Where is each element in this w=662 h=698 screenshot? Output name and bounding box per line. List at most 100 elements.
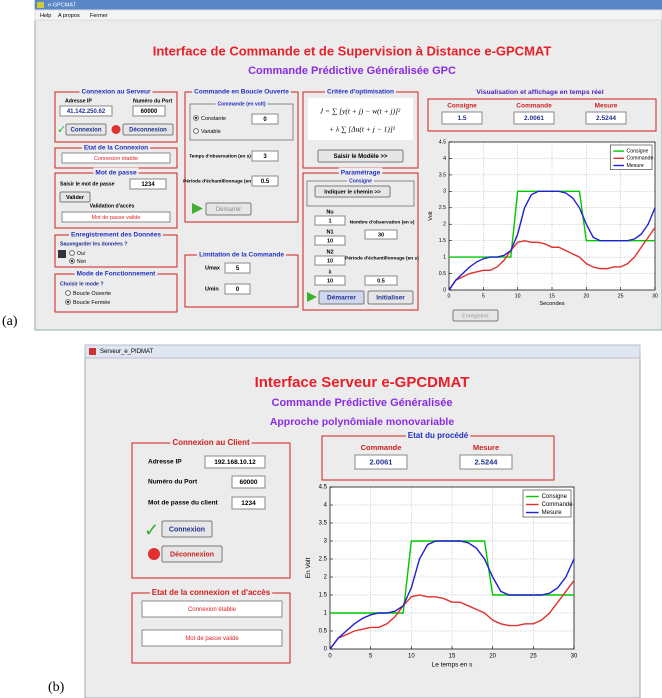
x-axis-label: Le temps en s: [432, 661, 474, 668]
legend-label: Consigne: [627, 148, 649, 154]
field-value: 1234: [241, 500, 256, 507]
field-value: 2.5244: [475, 457, 499, 466]
x-tick-label: 20: [583, 294, 589, 300]
panel-title: Etat du procédé: [408, 431, 469, 440]
radio-label[interactable]: Non: [77, 259, 86, 265]
field-value: 41.142.250.62: [67, 109, 106, 115]
radio-label[interactable]: Oui: [77, 251, 85, 257]
page-title: Interface de Commande et de Supervision …: [153, 43, 552, 58]
x-tick-label: 25: [618, 294, 624, 300]
y-tick-label: 0: [443, 287, 446, 293]
y-tick-label: 1.5: [319, 593, 328, 599]
y-tick-label: 4.5: [439, 139, 446, 145]
field-value: 1234: [141, 182, 155, 188]
menu-item[interactable]: Fermer: [90, 13, 108, 19]
button-label[interactable]: Déconnexion: [170, 551, 214, 558]
legend-label: Commande: [542, 502, 574, 508]
button-label[interactable]: Connexion: [71, 128, 102, 134]
radio-label[interactable]: Boucle Ouverte: [73, 291, 111, 297]
button-label[interactable]: Enregistrer: [462, 313, 489, 319]
field-value: 10: [327, 278, 333, 284]
radio-label[interactable]: Variable: [201, 129, 221, 135]
panel-title: Commande en Boucle Ouverte: [194, 89, 289, 96]
app-icon: [89, 348, 96, 355]
field-value: 0.5: [377, 278, 385, 284]
legend-label: Mesure: [542, 510, 563, 516]
y-tick-label: 2: [443, 222, 446, 228]
panel-title: Consigne: [349, 178, 372, 184]
label: Mesure: [595, 103, 618, 110]
button-label[interactable]: Saisir le Modèle >>: [333, 154, 388, 160]
field-value: 2.5244: [596, 115, 616, 122]
label: Temps d'observation (en s): [189, 153, 251, 159]
x-tick-label: 15: [549, 294, 555, 300]
label: λ: [328, 269, 331, 275]
label: Adresse IP: [148, 459, 182, 466]
panel-title: Mode de Fonctionnement: [77, 271, 157, 278]
radio-label[interactable]: Boucle Fermée: [73, 300, 110, 306]
y-axis-label: Volt: [428, 211, 434, 221]
cancel-icon: [148, 548, 160, 560]
y-axis-label: En Volt: [305, 558, 312, 579]
button-label[interactable]: Indiquer le chemin >>: [324, 189, 381, 195]
panel-title: Paramétrage: [341, 170, 381, 177]
label: N2: [326, 249, 333, 255]
figure-label: (b): [48, 680, 65, 695]
page-title: Interface Serveur e-GPCDMAT: [255, 374, 470, 391]
x-tick-label: 30: [652, 294, 658, 300]
legend-label: Commande: [627, 156, 654, 162]
formula: + λ ∑ [Δu(t + j − 1)]²: [329, 125, 396, 134]
y-tick-label: 4: [443, 156, 446, 162]
label: Nu: [326, 209, 333, 215]
radio-button[interactable]: [66, 291, 71, 296]
check-icon: ✓: [57, 124, 66, 136]
panel-title: Limitation de la Commande: [199, 252, 284, 259]
panel-title: Connexion au Client: [172, 438, 250, 447]
radio-button[interactable]: [70, 251, 75, 256]
label: N1: [326, 229, 333, 235]
radio-dot: [195, 117, 197, 119]
panel-title: Etat de la connexion et d'accès: [152, 588, 271, 597]
y-tick-label: 3.5: [319, 521, 328, 527]
button-label[interactable]: Démarrer: [327, 295, 356, 302]
button-label[interactable]: Valider: [66, 195, 85, 201]
button-label[interactable]: Déconnexion: [129, 128, 167, 134]
field-value: 10: [327, 238, 333, 244]
menu-item[interactable]: A propos: [58, 13, 80, 19]
button-label[interactable]: Connexion: [169, 526, 205, 533]
window-title: Serveur_e_PIDMAT: [100, 349, 154, 355]
field-value: 10: [327, 258, 333, 264]
formula: J = ∑ [y(t + j) − w(t + j)]²: [320, 107, 401, 116]
page-subtitle: Commande Prédictive Généralisée GPC: [248, 65, 456, 77]
field-value: Mot de passe valide: [185, 636, 239, 642]
field-value: 1: [328, 218, 331, 224]
label: Sauvegarder les données ?: [60, 241, 127, 247]
screenshot: e-GPCMATHelpA proposFermerInterface de C…: [0, 0, 662, 698]
label: Numéro du Port: [148, 479, 198, 486]
y-tick-label: 2.5: [319, 557, 328, 563]
page-subtitle: Approche polynômiale monovariable: [270, 416, 455, 428]
y-tick-label: 2.5: [439, 205, 446, 211]
figure-label: (a): [2, 314, 18, 329]
label: Saisir le mot de passe: [60, 181, 115, 187]
x-tick-label: 30: [571, 654, 578, 660]
label: Visualisation et affichage en temps réel: [476, 89, 603, 96]
x-tick-label: 10: [515, 294, 521, 300]
radio-dot: [67, 301, 69, 303]
save-icon: [58, 250, 66, 258]
y-tick-label: 0.5: [319, 629, 328, 635]
button-label[interactable]: Initialiser: [376, 295, 405, 302]
button-label[interactable]: Démarrer: [216, 207, 241, 213]
menu-item[interactable]: Help: [40, 13, 51, 19]
field-value: 60000: [141, 109, 158, 115]
label: Mesure: [473, 443, 499, 452]
field-value: 60000: [239, 479, 257, 486]
radio-label[interactable]: Constante: [201, 116, 226, 122]
x-tick-label: 0: [448, 294, 451, 300]
field-value: 0.5: [261, 179, 270, 185]
label: Umin: [205, 286, 219, 292]
label: Mot de passe du client: [148, 500, 219, 507]
radio-button[interactable]: [194, 129, 199, 134]
y-tick-label: 0.5: [439, 271, 446, 277]
field-value: 1.5: [457, 115, 466, 122]
